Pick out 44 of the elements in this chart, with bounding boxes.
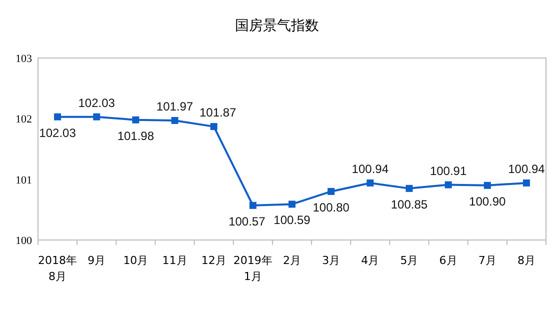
text: 100.80 bbox=[312, 200, 350, 214]
text: 100.94 bbox=[352, 162, 389, 176]
text: 100.90 bbox=[469, 194, 506, 208]
point bbox=[366, 179, 374, 186]
point bbox=[249, 202, 256, 209]
x-tick-label: 9月 bbox=[88, 254, 106, 267]
x-tick-label: 11月 bbox=[162, 254, 188, 267]
text: 102.03 bbox=[78, 96, 115, 110]
x-tick-label: 2月 bbox=[283, 254, 301, 267]
text: 101.87 bbox=[199, 106, 236, 120]
x-tick-label: 5月 bbox=[400, 254, 418, 267]
text: 101.97 bbox=[156, 99, 194, 114]
point bbox=[522, 179, 530, 186]
x-tick-label: 4月 bbox=[361, 254, 380, 267]
point bbox=[132, 116, 140, 124]
x-tick-label: 6月 bbox=[439, 254, 458, 267]
text: 101.98 bbox=[117, 128, 154, 143]
y-tick-label: 100 bbox=[16, 235, 32, 247]
text: 100.91 bbox=[430, 164, 467, 178]
y-tick-label: 101 bbox=[16, 174, 32, 186]
text: 100.94 bbox=[508, 162, 545, 176]
point bbox=[444, 181, 452, 188]
x-tick-label: 8月 bbox=[517, 254, 536, 267]
point bbox=[210, 123, 218, 130]
point bbox=[484, 182, 491, 189]
x-tick-label: 7月 bbox=[478, 254, 496, 267]
chart-title: 国房景气指数 bbox=[235, 18, 319, 34]
text: 100.57 bbox=[228, 214, 266, 228]
x-tick-label: 2019年 1月 bbox=[233, 254, 272, 283]
point bbox=[328, 188, 335, 195]
point bbox=[406, 184, 413, 192]
x-tick-label: 12月 bbox=[201, 254, 226, 267]
x-tick-label: 3月 bbox=[322, 254, 340, 267]
text: 102.03 bbox=[39, 126, 76, 140]
text: 100.59 bbox=[274, 213, 310, 228]
point bbox=[93, 113, 100, 120]
x-tick-label: 2018年 8月 bbox=[38, 254, 78, 283]
point bbox=[171, 116, 178, 124]
point bbox=[54, 113, 62, 120]
y-tick-label: 102 bbox=[16, 114, 32, 126]
y-tick-label: 103 bbox=[16, 53, 32, 65]
text: 100.85 bbox=[390, 197, 428, 212]
point bbox=[288, 200, 296, 208]
x-tick-label: 10月 bbox=[123, 254, 148, 267]
